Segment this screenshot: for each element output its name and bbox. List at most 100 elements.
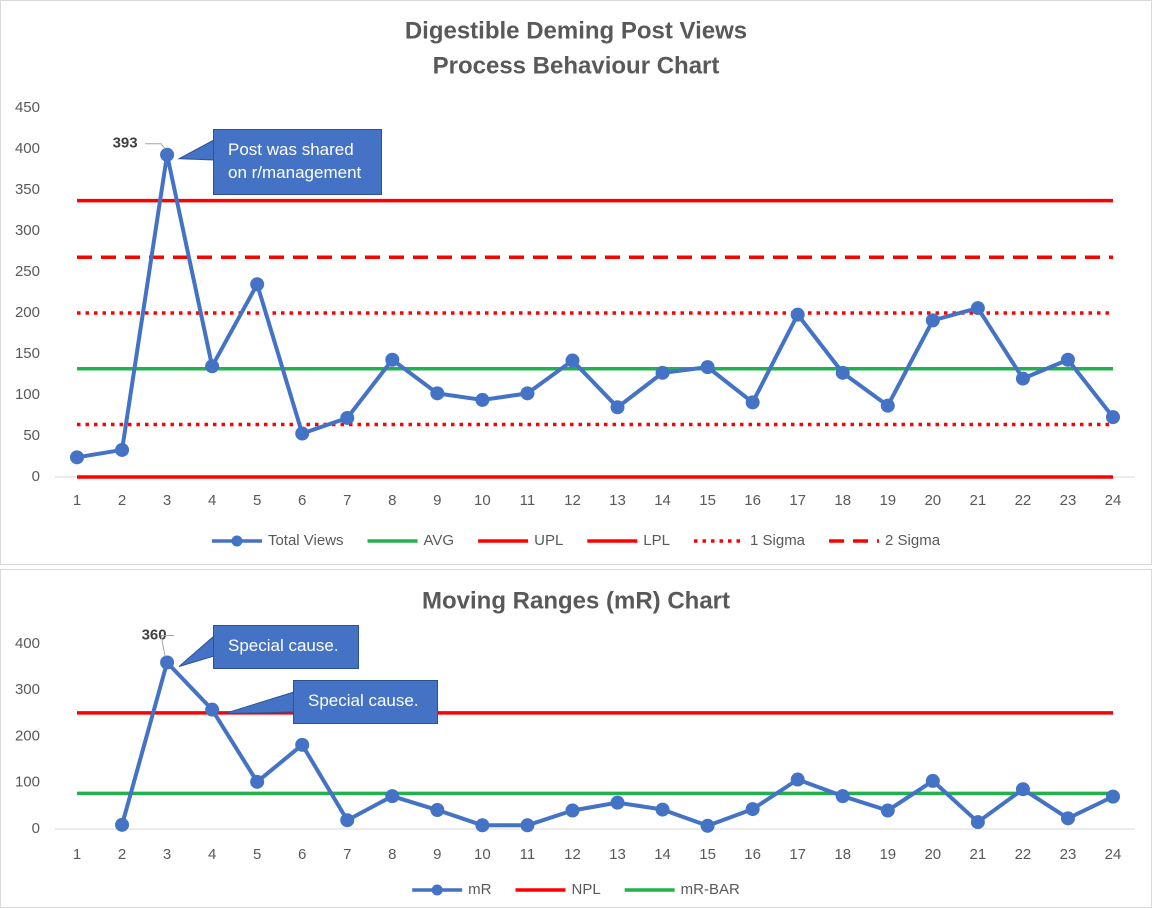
data-point xyxy=(970,815,985,830)
data-point xyxy=(115,817,130,832)
data-point xyxy=(520,818,535,833)
y-tick-label: 50 xyxy=(23,427,40,444)
x-tick-label: 4 xyxy=(208,846,216,863)
data-point xyxy=(430,803,445,818)
series-line xyxy=(76,152,1115,460)
x-tick-label: 21 xyxy=(970,492,987,509)
legend-marker xyxy=(431,884,443,896)
x-tick-label: 19 xyxy=(879,492,896,509)
legend-item: Total Views xyxy=(211,532,344,549)
data-point xyxy=(475,392,490,407)
data-label: 360 xyxy=(142,626,167,643)
x-tick-label: 20 xyxy=(924,492,941,509)
x-tick-label: 20 xyxy=(924,846,941,863)
label-leader xyxy=(145,143,166,150)
callout-pointer xyxy=(223,691,295,715)
legend-item: mR-BAR xyxy=(624,881,740,898)
data-point xyxy=(790,307,805,322)
x-tick-label: 2 xyxy=(118,846,126,863)
data-point xyxy=(835,365,850,380)
x-tick-label: 7 xyxy=(343,846,351,863)
legend-item: LPL xyxy=(587,532,670,549)
legend-label: 1 Sigma xyxy=(750,532,806,549)
data-point xyxy=(70,450,84,465)
x-tick-label: 13 xyxy=(609,492,626,509)
y-tick-label: 400 xyxy=(15,140,40,157)
data-point xyxy=(205,702,220,717)
data-point xyxy=(385,789,400,804)
annotation: Special cause. xyxy=(293,680,438,724)
data-point xyxy=(1060,811,1075,826)
y-tick-label: 450 xyxy=(15,99,40,116)
data-point xyxy=(340,410,355,425)
data-point xyxy=(520,386,535,401)
x-tick-label: 10 xyxy=(474,846,491,863)
legend-label: mR-BAR xyxy=(681,881,740,898)
chart-title: Moving Ranges (mR) Chart xyxy=(422,587,730,614)
x-tick-label: 24 xyxy=(1105,846,1122,863)
data-point xyxy=(790,772,805,787)
x-tick-label: 1 xyxy=(73,492,81,509)
data-point xyxy=(250,774,265,789)
y-tick-label: 350 xyxy=(15,181,40,198)
x-tick-label: 15 xyxy=(699,846,716,863)
x-tick-label: 12 xyxy=(564,846,581,863)
x-tick-label: 16 xyxy=(744,492,761,509)
data-point xyxy=(475,818,490,833)
data-label: 393 xyxy=(113,135,138,152)
x-tick-label: 4 xyxy=(208,492,216,509)
y-tick-label: 250 xyxy=(15,263,40,280)
y-tick-label: 0 xyxy=(32,468,40,485)
x-tick-label: 13 xyxy=(609,846,626,863)
x-tick-label: 9 xyxy=(433,846,441,863)
legend-label: UPL xyxy=(534,532,563,549)
legend-label: 2 Sigma xyxy=(885,532,941,549)
data-point xyxy=(295,426,310,441)
x-tick-label: 11 xyxy=(520,846,536,863)
y-tick-label: 100 xyxy=(15,774,40,791)
x-tick-label: 9 xyxy=(433,492,441,509)
data-point xyxy=(655,365,670,380)
data-point xyxy=(880,803,895,818)
x-tick-label: 8 xyxy=(388,846,396,863)
data-point xyxy=(745,802,760,817)
y-tick-label: 400 xyxy=(15,635,40,652)
data-point xyxy=(835,789,850,804)
label-leader xyxy=(160,635,175,657)
data-point xyxy=(610,400,625,415)
annotation: Special cause. xyxy=(213,625,359,669)
legend-item: 2 Sigma xyxy=(829,532,941,549)
legend-item: NPL xyxy=(515,881,601,898)
x-tick-label: 14 xyxy=(654,492,671,509)
legend-item: UPL xyxy=(478,532,563,549)
data-point xyxy=(700,360,715,375)
data-point xyxy=(1015,782,1030,797)
x-tick-label: 23 xyxy=(1060,846,1077,863)
x-tick-label: 18 xyxy=(834,492,851,509)
data-point xyxy=(745,395,760,410)
x-tick-label: 23 xyxy=(1060,492,1077,509)
data-point xyxy=(205,359,220,374)
data-point xyxy=(655,802,670,817)
data-point xyxy=(565,803,580,818)
legend-item: mR xyxy=(412,881,492,898)
x-tick-label: 10 xyxy=(474,492,491,509)
x-tick-label: 17 xyxy=(789,492,806,509)
x-tick-label: 16 xyxy=(744,846,761,863)
chart-subtitle: Process Behaviour Chart xyxy=(433,52,720,79)
data-point xyxy=(925,773,940,788)
legend-label: Total Views xyxy=(268,532,344,549)
data-point xyxy=(700,818,715,833)
data-point xyxy=(970,301,985,316)
y-tick-label: 300 xyxy=(15,681,40,698)
data-point xyxy=(1060,352,1075,367)
data-point xyxy=(340,813,355,828)
x-tick-label: 21 xyxy=(970,846,987,863)
x-tick-label: 17 xyxy=(789,846,806,863)
data-point xyxy=(1015,371,1030,386)
x-tick-label: 3 xyxy=(163,492,171,509)
x-tick-label: 22 xyxy=(1015,846,1032,863)
data-point xyxy=(115,442,130,457)
